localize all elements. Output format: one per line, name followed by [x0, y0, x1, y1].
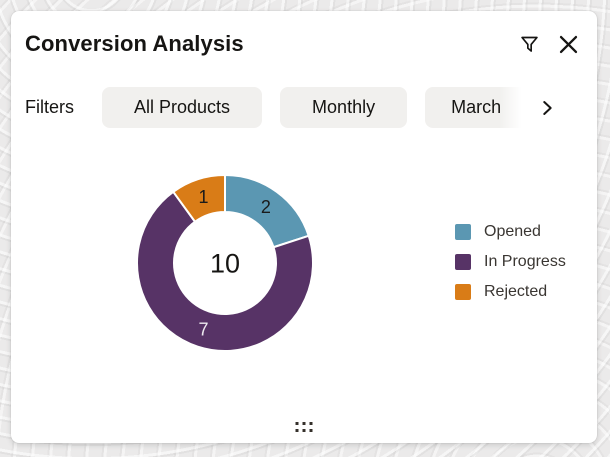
slice-value-label: 7 [199, 319, 209, 339]
close-x-icon [559, 35, 578, 53]
filter-pill-march[interactable]: March [425, 87, 527, 128]
donut-segment-in-progress[interactable] [136, 190, 314, 352]
filters-bar: Filters All Products Monthly March [11, 87, 597, 128]
donut-chart[interactable]: 2 7 1 10 [120, 158, 330, 368]
legend-item-opened[interactable]: Opened [455, 223, 566, 240]
legend-label: Rejected [484, 283, 548, 300]
close-button[interactable] [557, 33, 580, 56]
drag-dot [309, 422, 313, 425]
filters-scroll-right-button[interactable] [536, 97, 558, 119]
slice-value-label: 2 [261, 197, 271, 217]
filter-pill-strip: All Products Monthly March [102, 87, 527, 128]
drag-dot [295, 429, 299, 432]
legend-swatch [455, 284, 471, 300]
donut-center-total: 10 [210, 248, 240, 278]
drag-dot [309, 429, 313, 432]
widget-header: Conversion Analysis [11, 11, 597, 57]
funnel-filter-icon [521, 36, 538, 52]
legend-item-in-progress[interactable]: In Progress [455, 253, 566, 270]
header-actions [519, 33, 580, 56]
conversion-analysis-widget: Conversion Analysis Filters All Products… [11, 11, 597, 443]
legend-swatch [455, 224, 471, 240]
chart-legend: Opened In Progress Rejected [455, 223, 566, 300]
legend-swatch [455, 254, 471, 270]
filter-pill-monthly[interactable]: Monthly [280, 87, 408, 128]
filter-button[interactable] [519, 34, 540, 55]
legend-label: Opened [484, 223, 541, 240]
drag-dot [302, 429, 306, 432]
drag-dot [302, 422, 306, 425]
filters-label: Filters [25, 97, 74, 117]
drag-dot [295, 422, 299, 425]
widget-title: Conversion Analysis [25, 31, 244, 56]
drag-handle[interactable] [292, 418, 317, 436]
donut-segments: 2 7 1 [136, 174, 314, 352]
legend-label: In Progress [484, 253, 566, 270]
legend-item-rejected[interactable]: Rejected [455, 283, 566, 300]
filter-pill-all-products[interactable]: All Products [102, 87, 263, 128]
donut-segment-rejected[interactable] [172, 174, 226, 223]
chevron-right-icon [543, 100, 552, 115]
slice-value-label: 1 [199, 187, 209, 207]
